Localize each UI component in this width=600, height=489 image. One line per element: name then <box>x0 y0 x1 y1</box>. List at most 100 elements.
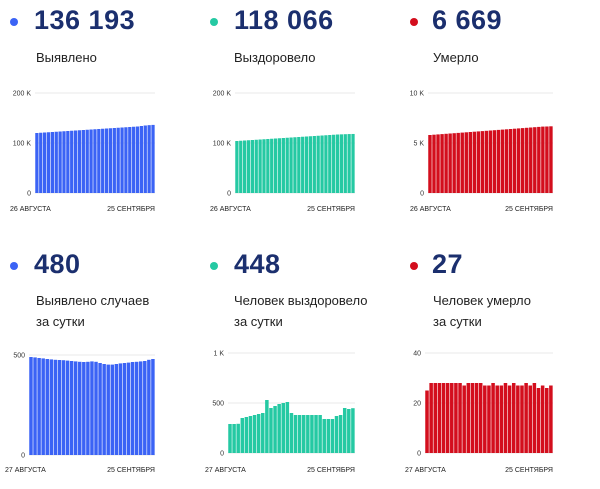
bar <box>108 128 113 193</box>
bar <box>73 361 78 455</box>
bar <box>544 388 549 453</box>
bar <box>62 131 66 193</box>
x-tick-label-end: 25 СЕНТЯБРЯ <box>505 206 553 213</box>
bar <box>483 385 487 453</box>
bar <box>35 133 39 193</box>
bar <box>135 126 140 193</box>
bar <box>541 126 545 193</box>
bar <box>516 385 520 453</box>
bar <box>335 134 340 193</box>
bar <box>50 132 55 193</box>
bar <box>42 132 47 193</box>
bar <box>507 385 512 453</box>
bar <box>306 415 310 453</box>
cases-daily-label-line2: за сутки <box>36 314 85 329</box>
bar <box>246 140 251 193</box>
cases-daily-value: 480 <box>34 249 81 279</box>
bar <box>470 383 475 453</box>
bar <box>512 128 517 193</box>
bar <box>472 131 477 193</box>
bar <box>98 363 102 455</box>
bar <box>242 140 247 193</box>
bar <box>347 134 351 193</box>
bar <box>37 358 41 455</box>
y-tick-label: 200 K <box>213 91 232 98</box>
bar <box>53 359 58 455</box>
bar <box>110 364 115 455</box>
bar <box>545 126 549 193</box>
bar <box>511 383 516 453</box>
bar <box>281 138 285 193</box>
bar <box>495 385 499 453</box>
recovered-dot <box>210 18 218 26</box>
bar <box>94 361 98 455</box>
bar <box>297 137 301 193</box>
cases-total-label: Выявлено <box>36 50 97 65</box>
y-tick-label: 500 <box>13 353 25 360</box>
bar <box>318 415 322 453</box>
bar <box>529 127 533 193</box>
recovered-daily-chart: 1 K 500 0 27 АВГУСТА 25 СЕНТЯБРЯ <box>205 351 355 474</box>
y-tick-label: 20 <box>413 401 421 408</box>
bar <box>285 137 289 193</box>
bar <box>308 136 313 193</box>
bar <box>312 136 316 193</box>
bar <box>474 383 479 453</box>
bar <box>330 419 335 453</box>
bar <box>143 361 147 455</box>
bar <box>540 385 545 453</box>
y-tick-label: 40 <box>413 351 421 358</box>
bar <box>118 363 123 455</box>
deaths-dot <box>410 18 418 26</box>
bar <box>143 125 147 193</box>
bar <box>351 408 355 453</box>
bar <box>487 385 491 453</box>
bar <box>549 385 553 453</box>
bar <box>334 416 339 453</box>
deaths-daily-label-line1: Человек умерло <box>433 293 531 308</box>
bar <box>310 415 314 453</box>
bar <box>460 132 464 193</box>
bar <box>285 402 290 453</box>
bar <box>239 140 243 193</box>
y-tick-label: 0 <box>27 191 31 198</box>
deaths-daily-label-line2: за сутки <box>433 314 482 329</box>
bar <box>93 129 97 193</box>
bar <box>339 134 344 193</box>
cases-dot <box>10 18 18 26</box>
bar <box>132 126 136 193</box>
bar <box>293 415 298 453</box>
bar <box>324 135 328 193</box>
bar <box>256 414 261 453</box>
bar <box>277 404 281 453</box>
x-tick-label-start: 26 АВГУСТА <box>210 206 251 213</box>
bar <box>81 130 85 193</box>
bar <box>342 408 347 453</box>
bar <box>520 128 525 193</box>
bar <box>440 134 444 193</box>
bar <box>428 135 432 193</box>
bar <box>480 131 485 193</box>
y-tick-label: 100 K <box>213 141 232 148</box>
deaths-total-value: 6 669 <box>432 5 503 35</box>
deaths-daily-dot <box>410 262 418 270</box>
y-tick-label: 1 K <box>213 351 224 358</box>
bar <box>128 127 132 193</box>
bar <box>297 415 302 453</box>
bar <box>468 132 473 193</box>
bar <box>332 134 336 193</box>
bar <box>266 139 270 193</box>
bar <box>537 126 541 193</box>
bar <box>536 388 541 453</box>
recovered-daily-value: 448 <box>234 249 281 279</box>
bar <box>270 138 274 193</box>
bar <box>466 383 471 453</box>
bar <box>456 132 460 193</box>
bar <box>29 357 33 455</box>
bar <box>112 128 116 193</box>
bar <box>444 133 448 193</box>
y-tick-label: 5 K <box>413 141 424 148</box>
bar <box>138 361 143 455</box>
bar <box>273 138 278 193</box>
